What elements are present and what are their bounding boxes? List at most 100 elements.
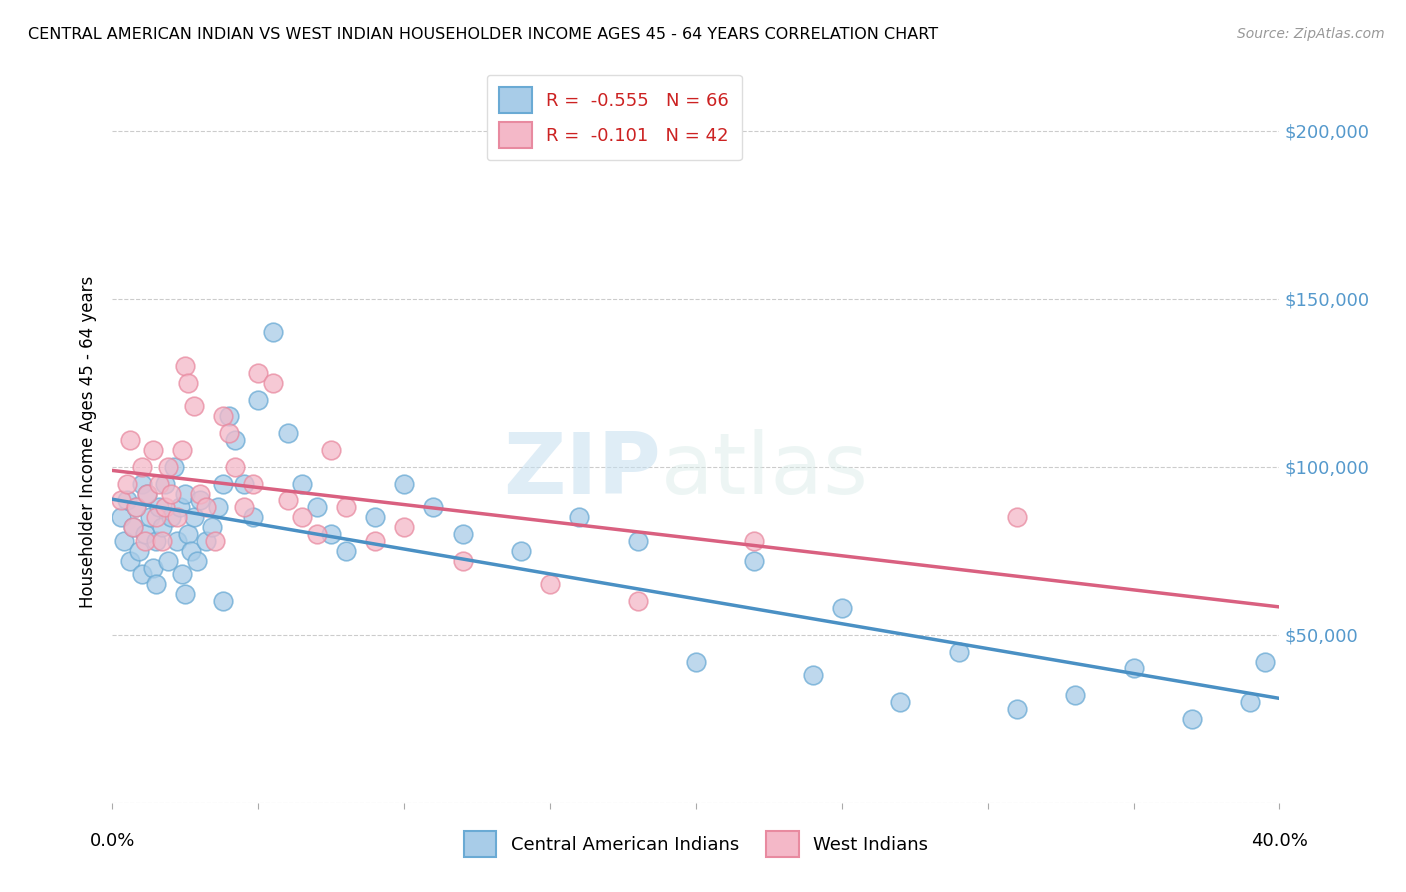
Point (204, 533, 226, 548)
Point (276, 493, 298, 508)
Point (153, 500, 176, 514)
Point (128, 543, 150, 558)
Point (627, 533, 650, 548)
Point (212, 594, 235, 608)
Point (1254, 655, 1277, 669)
Point (742, 533, 765, 548)
Point (188, 493, 211, 508)
Point (169, 500, 191, 514)
Point (174, 486, 197, 500)
Point (212, 409, 235, 424)
Text: Source: ZipAtlas.com: Source: ZipAtlas.com (1237, 27, 1385, 41)
Point (212, 476, 235, 491)
Point (742, 554, 765, 568)
Point (142, 442, 165, 457)
Point (801, 668, 824, 682)
Point (291, 510, 314, 524)
Point (122, 520, 145, 534)
Point (1181, 712, 1204, 726)
Point (207, 500, 229, 514)
Point (136, 486, 159, 500)
Point (218, 426, 240, 441)
Point (183, 399, 205, 413)
Point (160, 510, 183, 524)
Point (134, 527, 156, 541)
Point (110, 493, 132, 508)
Point (218, 409, 240, 424)
Y-axis label: Householder Income Ages 45 - 64 years: Householder Income Ages 45 - 64 years (79, 276, 97, 607)
Point (156, 554, 179, 568)
Point (115, 493, 138, 508)
Point (201, 520, 224, 534)
Point (831, 600, 853, 615)
Point (160, 486, 183, 500)
Point (134, 533, 156, 548)
Point (156, 459, 179, 474)
Point (321, 527, 343, 541)
Point (335, 543, 357, 558)
Point (122, 520, 145, 534)
Point (150, 520, 173, 534)
Point (194, 500, 217, 514)
Point (627, 594, 650, 608)
Point (172, 442, 194, 457)
Point (174, 359, 197, 373)
Point (364, 510, 387, 524)
Point (145, 577, 167, 591)
Point (163, 459, 186, 474)
Point (177, 527, 200, 541)
Point (1122, 661, 1144, 675)
Point (145, 510, 167, 524)
Point (305, 527, 328, 541)
Point (174, 587, 197, 601)
Text: ZIP: ZIP (503, 429, 661, 512)
Point (305, 500, 328, 514)
Point (115, 476, 138, 491)
Point (568, 510, 591, 524)
Point (142, 560, 165, 574)
Point (1239, 695, 1261, 709)
Point (1064, 688, 1087, 702)
Point (685, 655, 707, 669)
Point (321, 442, 343, 457)
Point (131, 459, 153, 474)
Point (186, 554, 208, 568)
Point (148, 500, 170, 514)
Point (224, 459, 246, 474)
Point (166, 510, 188, 524)
Point (136, 486, 159, 500)
Point (153, 476, 176, 491)
Legend: Central American Indians, West Indians: Central American Indians, West Indians (454, 822, 938, 866)
Point (139, 510, 162, 524)
Point (194, 533, 217, 548)
Point (188, 486, 211, 500)
Point (291, 476, 314, 491)
Point (232, 476, 254, 491)
Point (394, 476, 416, 491)
Point (224, 433, 246, 447)
Point (118, 433, 141, 447)
Point (110, 510, 132, 524)
Point (131, 476, 153, 491)
Point (145, 533, 167, 548)
Point (183, 510, 205, 524)
Point (125, 500, 148, 514)
Point (247, 366, 270, 380)
Point (364, 533, 387, 548)
Point (125, 500, 148, 514)
Point (247, 392, 270, 407)
Point (509, 543, 531, 558)
Text: 40.0%: 40.0% (1251, 832, 1308, 850)
Point (172, 567, 194, 582)
Point (422, 500, 444, 514)
Point (112, 533, 135, 548)
Point (889, 695, 911, 709)
Point (1005, 510, 1028, 524)
Point (262, 376, 284, 390)
Point (180, 543, 202, 558)
Point (948, 644, 970, 658)
Point (451, 527, 474, 541)
Point (232, 500, 254, 514)
Point (166, 533, 188, 548)
Point (451, 554, 474, 568)
